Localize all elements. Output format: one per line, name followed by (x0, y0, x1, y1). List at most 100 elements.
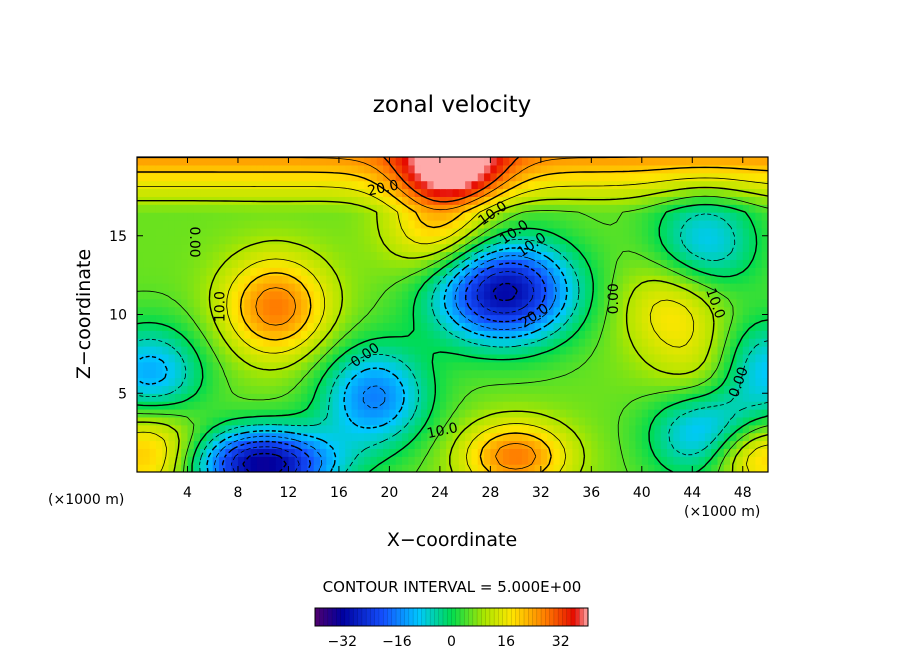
heatmap-cell (521, 298, 529, 308)
heatmap-cell (364, 346, 372, 355)
heatmap-cell (187, 346, 195, 355)
heatmap-cell (345, 157, 353, 166)
heatmap-cell (162, 432, 170, 442)
heatmap-cell (187, 283, 195, 292)
heatmap-cell (288, 401, 296, 410)
heatmap-cell (521, 204, 529, 213)
heatmap-cell (509, 369, 517, 379)
heatmap-cell (540, 377, 548, 386)
heatmap-cell (250, 306, 258, 316)
heatmap-cell (244, 267, 252, 276)
heatmap-cell (465, 456, 473, 465)
colorbar-swatch (357, 608, 363, 626)
heatmap-cell (509, 283, 517, 292)
heatmap-cell (193, 227, 201, 237)
heatmap-cell (244, 275, 252, 284)
heatmap-cell (591, 346, 599, 355)
heatmap-cell (237, 424, 245, 434)
heatmap-cell (679, 448, 687, 457)
heatmap-cell (149, 251, 157, 260)
heatmap-cell (471, 227, 479, 237)
heatmap-cell (484, 322, 491, 331)
colorbar-tick-label: −16 (382, 634, 412, 650)
heatmap-cell (660, 235, 668, 245)
heatmap-cell (585, 448, 592, 457)
heatmap-cell (137, 440, 144, 449)
heatmap-cell (219, 385, 226, 394)
heatmap-cell (648, 212, 656, 221)
heatmap-cell (326, 275, 334, 284)
heatmap-cell (345, 188, 353, 197)
heatmap-cell (698, 314, 706, 323)
heatmap-cell (376, 456, 384, 465)
heatmap-cell (174, 346, 182, 355)
heatmap-cell (711, 188, 719, 197)
heatmap-cell (458, 353, 466, 363)
heatmap-cell (484, 338, 491, 347)
heatmap-cell (528, 416, 536, 426)
heatmap-cell (237, 180, 245, 190)
heatmap-cell (559, 251, 567, 260)
heatmap-cell (319, 196, 327, 205)
heatmap-cell (313, 235, 321, 245)
heatmap-cell (629, 283, 637, 292)
heatmap-cell (206, 306, 214, 316)
heatmap-cell (641, 353, 649, 363)
heatmap-cell (446, 361, 454, 371)
heatmap-cell (648, 353, 656, 363)
heatmap-cell (528, 338, 536, 347)
heatmap-cell (370, 330, 378, 339)
heatmap-cell (654, 314, 662, 323)
heatmap-cell (193, 448, 201, 457)
heatmap-cell (376, 227, 384, 237)
heatmap-cell (490, 306, 498, 316)
heatmap-cell (597, 298, 605, 308)
heatmap-cell (351, 464, 359, 472)
heatmap-cell (357, 204, 365, 213)
heatmap-cell (534, 267, 542, 276)
heatmap-cell (717, 220, 725, 229)
heatmap-cell (137, 393, 144, 402)
heatmap-cell (635, 180, 643, 190)
heatmap-cell (471, 220, 479, 229)
heatmap-cell (294, 298, 302, 308)
heatmap-cell (559, 204, 567, 213)
heatmap-cell (383, 283, 390, 292)
heatmap-cell (711, 416, 719, 426)
heatmap-cell (597, 227, 605, 237)
heatmap-cell (237, 275, 245, 284)
heatmap-cell (717, 330, 725, 339)
heatmap-cell (622, 330, 630, 339)
heatmap-cell (597, 464, 605, 472)
heatmap-cell (749, 464, 756, 472)
heatmap-cell (420, 464, 428, 472)
heatmap-cell (730, 314, 738, 323)
colorbar-swatch (374, 608, 380, 626)
heatmap-cell (357, 314, 365, 323)
heatmap-cell (181, 259, 189, 268)
heatmap-cell (288, 275, 296, 284)
heatmap-cell (704, 361, 712, 371)
colorbar-swatch (332, 608, 337, 626)
heatmap-cell (553, 275, 561, 284)
heatmap-cell (149, 267, 157, 276)
heatmap-cell (168, 259, 176, 268)
heatmap-cell (692, 456, 700, 465)
heatmap-cell (149, 157, 157, 166)
heatmap-cell (648, 416, 656, 426)
heatmap-cell (181, 220, 189, 229)
heatmap-cell (629, 409, 637, 418)
heatmap-cell (528, 243, 536, 253)
heatmap-cell (143, 180, 151, 190)
heatmap-cell (528, 432, 536, 442)
heatmap-cell (616, 157, 624, 166)
heatmap-cell (345, 227, 353, 237)
heatmap-cell (181, 353, 189, 363)
heatmap-cell (660, 267, 668, 276)
heatmap-cell (338, 338, 346, 347)
heatmap-cell (452, 409, 460, 418)
heatmap-cell (414, 172, 422, 182)
heatmap-cell (521, 243, 529, 253)
heatmap-cell (685, 456, 693, 465)
heatmap-cell (193, 235, 201, 245)
